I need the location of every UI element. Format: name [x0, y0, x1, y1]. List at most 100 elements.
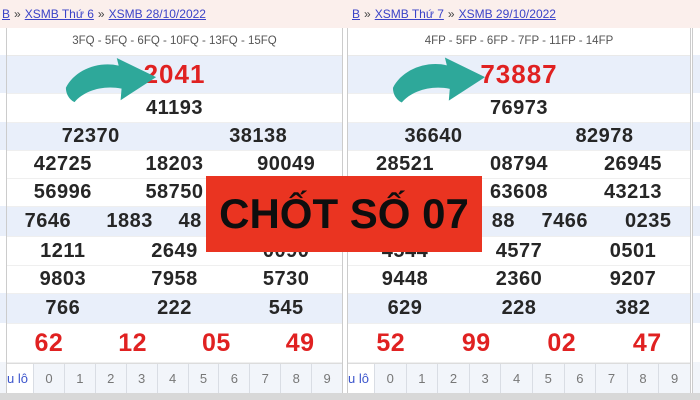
dau-lo-label[interactable]: u lô [7, 364, 33, 394]
prize-number: 9448 [381, 268, 429, 290]
breadcrumb-strip: B» XSMB Thứ 6» XSMB 28/10/2022 B» XSMB Thứ … [0, 0, 700, 28]
prize-number: 47 [632, 328, 662, 357]
prize5-row-b: 9448 2360 9207 [348, 266, 690, 294]
prize-number: 629 [387, 297, 423, 319]
page-bottom-strip [0, 393, 700, 400]
breadcrumb-date-link[interactable]: XSMB 28/10/2022 [108, 7, 206, 21]
prize-number: 545 [268, 297, 304, 319]
prize-number: 72370 [61, 125, 120, 147]
prize3-row-a: 28521 08794 26945 [348, 151, 690, 179]
prize-number-partial: 88 [491, 210, 515, 232]
prize6-row: 766 222 545 [7, 294, 342, 324]
digit-tab-0[interactable]: 0 [33, 364, 64, 394]
digit-tab-0[interactable]: 0 [374, 364, 406, 394]
prize-number: 12 [118, 328, 148, 357]
prize5-row-b: 9803 7958 5730 [7, 266, 342, 294]
prize-number: 0235 [625, 210, 672, 232]
prize-number: 222 [157, 297, 192, 319]
prize-number: 42725 [33, 153, 92, 175]
prize-number: 382 [615, 297, 651, 319]
prize1-row: 76973 [348, 94, 690, 123]
prize7-row: 62 12 05 49 [7, 324, 342, 363]
cropped-table-edge-left [0, 28, 6, 393]
prize-number: 56996 [33, 181, 92, 203]
breadcrumb-right: B» XSMB Thứ 7» XSMB 29/10/2022 [352, 7, 556, 21]
digit-tab-1[interactable]: 1 [63, 364, 95, 394]
prize-number: 4577 [495, 239, 543, 262]
prize-number: 52 [376, 328, 406, 357]
prize-number: 82978 [575, 125, 634, 147]
digit-tab-8[interactable]: 8 [626, 364, 659, 394]
prize3-row-b: 63608 43213 [348, 179, 690, 207]
prize-number: 5730 [262, 268, 310, 290]
prize3-row-b: 56996 58750 [7, 179, 342, 207]
special-prize-number: 73887 [480, 59, 558, 89]
prize-number: 26945 [603, 153, 663, 175]
digit-tab-3[interactable]: 3 [468, 364, 501, 394]
prize-number: 228 [501, 297, 537, 319]
digit-tab-8[interactable]: 8 [280, 364, 312, 394]
breadcrumb-day-link[interactable]: XSMB Thứ 7 [374, 7, 444, 21]
special-prize-row: 2041 [7, 56, 342, 94]
prize-number: 36640 [404, 125, 463, 147]
prize-number: 7958 [151, 268, 198, 290]
prize-number: 63608 [489, 181, 549, 203]
digit-tab-3[interactable]: 3 [125, 364, 157, 394]
prize-number: 08794 [489, 153, 549, 175]
digit-tab-5[interactable]: 5 [531, 364, 564, 394]
prize-number: 0501 [609, 239, 657, 262]
digit-tab-2[interactable]: 2 [437, 364, 469, 394]
breadcrumb-home-link[interactable]: B [2, 7, 11, 21]
prize-number: 18203 [145, 153, 204, 175]
cropped-table-edge-right [692, 28, 700, 393]
breadcrumb-left: B» XSMB Thứ 6» XSMB 28/10/2022 [2, 7, 206, 21]
digit-tab-9[interactable]: 9 [311, 364, 343, 394]
prize-number: 49 [285, 328, 315, 357]
breadcrumb-separator: » [14, 7, 21, 21]
digit-tab-2[interactable]: 2 [94, 364, 126, 394]
prize3-row-a: 42725 18203 90049 [7, 151, 342, 179]
prize-number: 38138 [229, 125, 288, 147]
breadcrumb-day-link[interactable]: XSMB Thứ 6 [24, 7, 94, 21]
prize1-row: 41193 [7, 94, 342, 123]
breadcrumb-separator: » [364, 7, 371, 21]
digit-tab-6[interactable]: 6 [563, 364, 596, 394]
prize-number: 41193 [145, 96, 203, 119]
prize-number: 28521 [375, 153, 435, 175]
prize-number: 62 [34, 328, 64, 357]
prize-number: 76973 [489, 96, 549, 119]
prize-number: 99 [461, 328, 491, 357]
digit-tab-6[interactable]: 6 [218, 364, 250, 394]
prize-number: 58750 [145, 181, 204, 203]
digit-tab-5[interactable]: 5 [187, 364, 219, 394]
prize-number: 1883 [106, 210, 153, 232]
prize-number: 2649 [151, 239, 198, 262]
digit-tab-4[interactable]: 4 [156, 364, 188, 394]
digit-tab-1[interactable]: 1 [405, 364, 438, 394]
digit-filter-bar: u lô 0 1 2 3 4 5 6 7 8 9 [7, 363, 343, 394]
breadcrumb-date-link[interactable]: XSMB 29/10/2022 [458, 7, 556, 21]
chot-so-banner: CHỐT SỐ 07 [206, 176, 482, 252]
breadcrumb-home-link[interactable]: B [352, 7, 361, 21]
digit-tab-9[interactable]: 9 [658, 364, 690, 394]
prize-number: 1211 [40, 239, 86, 262]
digit-tab-7[interactable]: 7 [249, 364, 281, 394]
prize-number: 2360 [495, 268, 543, 290]
digit-tab-7[interactable]: 7 [595, 364, 627, 394]
prize-number: 02 [547, 328, 577, 357]
prize-number: 90049 [257, 153, 316, 175]
breadcrumb-separator: » [97, 7, 105, 21]
prize7-row: 52 99 02 47 [348, 324, 690, 363]
breadcrumb-separator: » [447, 7, 455, 21]
prize-number: 7646 [24, 210, 72, 232]
dau-lo-label[interactable]: u lô [348, 364, 374, 394]
prize-number: 05 [201, 328, 231, 357]
digit-tab-4[interactable]: 4 [500, 364, 532, 394]
digit-filter-bar: u lô 0 1 2 3 4 5 6 7 8 9 [348, 363, 690, 394]
teal-arrow-icon [65, 57, 157, 103]
prize2-row: 72370 38138 [7, 123, 342, 151]
teal-arrow-icon [392, 57, 486, 103]
prize-number: 7466 [541, 210, 588, 232]
prize-structure-header: 3FQ - 5FQ - 6FQ - 10FQ - 13FQ - 15FQ [7, 28, 342, 56]
chot-so-banner-text: CHỐT SỐ 07 [219, 190, 469, 237]
